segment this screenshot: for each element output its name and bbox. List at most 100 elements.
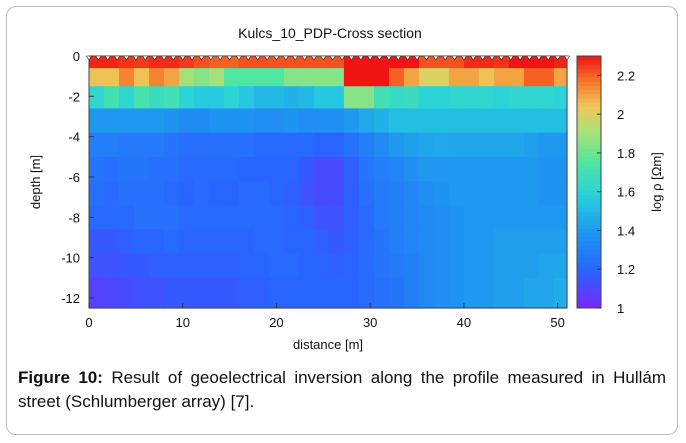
colorbar-segment <box>577 190 601 196</box>
heatmap-cell <box>133 68 150 87</box>
heatmap-cell <box>523 229 540 255</box>
y-tick-label: -2 <box>68 89 80 104</box>
heatmap-cell <box>313 86 330 110</box>
electrode-marker <box>385 55 392 61</box>
heatmap-cell <box>538 56 555 69</box>
heatmap-cell <box>268 180 285 206</box>
heatmap-cell <box>508 108 525 134</box>
heatmap-cell <box>268 68 285 87</box>
heatmap-cell <box>343 68 360 87</box>
heatmap-cell <box>523 277 540 309</box>
heatmap-cell <box>553 86 568 110</box>
y-tick-label: -8 <box>68 210 80 225</box>
electrode-marker <box>160 55 168 61</box>
colorbar-segment <box>577 278 601 284</box>
heatmap-cell <box>313 156 330 182</box>
heatmap-cell <box>403 86 420 110</box>
heatmap-cell <box>313 68 330 87</box>
heatmap-cell <box>104 108 120 134</box>
colorbar-segment <box>577 131 601 137</box>
heatmap-cell <box>508 277 525 309</box>
heatmap-cell <box>148 277 165 309</box>
heatmap-cell <box>523 205 540 230</box>
heatmap-cell <box>208 205 225 230</box>
heatmap-cell <box>283 156 300 182</box>
heatmap-cell <box>403 277 420 309</box>
heatmap-cell <box>313 56 330 69</box>
heatmap-cell <box>373 180 390 206</box>
y-tick-label: 0 <box>73 49 80 64</box>
heatmap-cell <box>523 180 540 206</box>
colorbar-tick-label: 1.8 <box>617 146 635 161</box>
heatmap-cell <box>193 205 210 230</box>
heatmap-cell <box>478 253 495 279</box>
heatmap-cell <box>89 156 105 182</box>
electrode-marker <box>301 55 308 61</box>
heatmap-cell <box>89 86 105 110</box>
electrode-marker <box>554 55 561 61</box>
heatmap-cell <box>328 253 345 279</box>
heatmap-cell <box>148 205 165 230</box>
heatmap-cell <box>328 277 345 309</box>
heatmap-cell <box>403 68 420 87</box>
x-axis-label: distance [m] <box>293 337 363 352</box>
heatmap-cell <box>298 229 315 255</box>
heatmap-cell <box>448 68 465 87</box>
heatmap-cell <box>418 253 435 279</box>
colorbar-segment <box>577 148 601 154</box>
heatmap-cell <box>238 68 255 87</box>
colorbar-segment <box>577 224 601 229</box>
colorbar-tick-label: 1.2 <box>617 262 635 277</box>
heatmap-cell <box>89 68 105 87</box>
heatmap-cell <box>104 205 120 230</box>
heatmap-cell <box>508 132 525 158</box>
colorbar-segment <box>577 177 601 183</box>
heatmap-cell <box>478 86 495 110</box>
heatmap-cell <box>433 180 450 206</box>
heatmap-cell <box>433 205 450 230</box>
heatmap-cell <box>313 180 330 206</box>
heatmap-cell <box>118 68 135 87</box>
colorbar-segment <box>577 274 601 280</box>
heatmap-cell <box>223 205 240 230</box>
heatmap-cell <box>553 229 568 255</box>
electrode-marker <box>114 55 121 61</box>
heatmap-cell <box>178 180 195 206</box>
heatmap-cell <box>463 229 480 255</box>
electrode-marker <box>442 55 449 61</box>
heatmap-cell <box>253 205 270 230</box>
heatmap-cell <box>463 253 480 279</box>
colorbar-tick-label: 1.4 <box>617 223 635 238</box>
heatmap-cell <box>433 277 450 309</box>
heatmap-cell <box>104 277 120 309</box>
heatmap-cell <box>463 156 480 182</box>
heatmap-cell <box>373 108 390 134</box>
heatmap-cell <box>223 108 240 134</box>
colorbar-label: log ρ [Ωm] <box>649 152 664 212</box>
heatmap-cell <box>418 68 435 87</box>
heatmap-cell <box>163 56 180 69</box>
heatmap-cells <box>89 56 568 309</box>
heatmap-cell <box>388 156 405 182</box>
y-axis-label: depth [m] <box>28 155 43 209</box>
colorbar-segment <box>577 295 601 301</box>
heatmap-cell <box>343 86 360 110</box>
heatmap-cell <box>478 180 495 206</box>
heatmap-cell <box>493 156 510 182</box>
electrode-marker <box>226 55 233 61</box>
electrode-marker <box>207 55 214 61</box>
colorbar-frame <box>576 55 602 309</box>
heatmap-cell <box>493 229 510 255</box>
heatmap-cell <box>133 229 150 255</box>
colorbar-segment <box>577 114 601 120</box>
heatmap-cell <box>328 156 345 182</box>
colorbar-segment <box>577 236 601 242</box>
heatmap-cell <box>343 205 360 230</box>
heatmap-cell <box>148 86 165 110</box>
heatmap-cell <box>478 132 495 158</box>
heatmap-cell <box>538 180 555 206</box>
heatmap-cell <box>118 253 135 279</box>
heatmap-cell <box>208 68 225 87</box>
colorbar-segment <box>577 140 601 145</box>
heatmap-cell <box>253 108 270 134</box>
